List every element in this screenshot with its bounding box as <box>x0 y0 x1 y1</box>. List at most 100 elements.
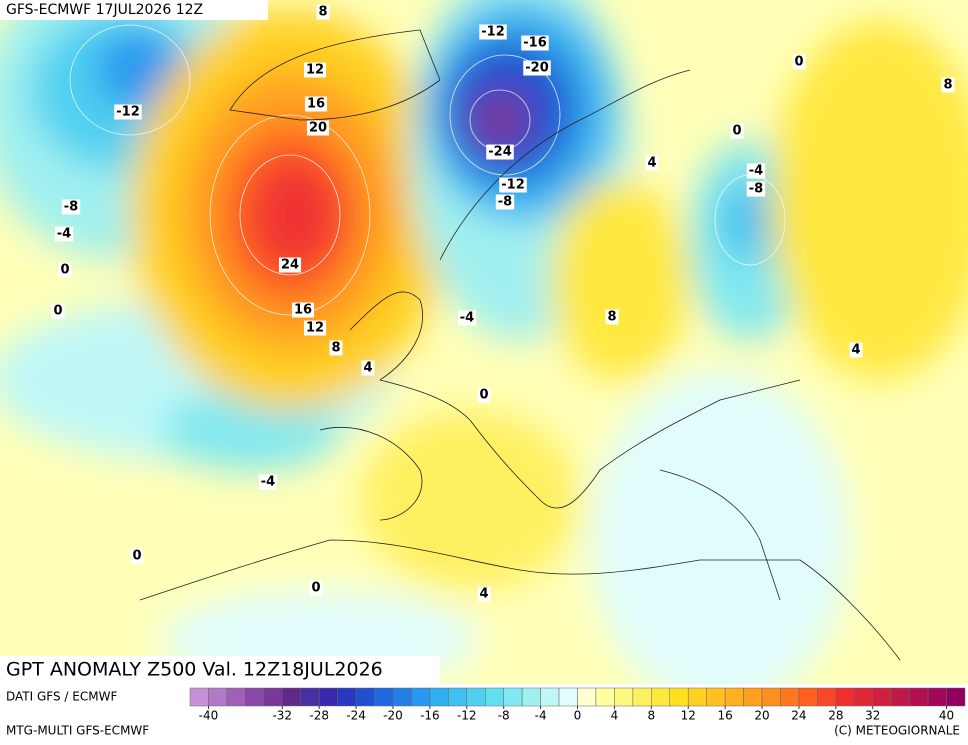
colorbar-tick-label: -16 <box>420 709 440 723</box>
colorbar-tick-label: -40 <box>199 709 219 723</box>
colorbar-swatch <box>817 687 837 707</box>
colorbar-swatch <box>355 687 375 707</box>
colorbar-swatch <box>890 687 910 707</box>
contour-label-bg <box>114 104 142 120</box>
colorbar-swatch <box>521 687 541 707</box>
contour-label: -4 <box>57 227 71 242</box>
contour-label-bg <box>258 474 278 490</box>
contour-label: 12 <box>306 63 324 78</box>
contour-label: -12 <box>501 178 525 193</box>
colorbar-swatch <box>300 687 320 707</box>
data-source: DATI GFS / ECMWF <box>6 690 117 704</box>
colorbar-swatch <box>706 687 726 707</box>
colorbar-tick-label: 28 <box>828 709 843 723</box>
contour-label-bg <box>309 580 323 596</box>
contour-label: 16 <box>307 97 325 112</box>
colorbar-swatch <box>651 687 671 707</box>
colorbar-swatch <box>835 687 855 707</box>
colorbar-tick-label: -28 <box>309 709 329 723</box>
contour-label: 12 <box>306 321 324 336</box>
colorbar-swatch <box>909 687 929 707</box>
contour-label-bg <box>486 144 514 160</box>
colorbar-tick-label: 0 <box>574 709 582 723</box>
contour-label-bg <box>61 199 81 215</box>
contour-label: -8 <box>498 195 512 210</box>
colorbar-swatch <box>798 687 818 707</box>
colorbar-swatch <box>189 687 209 707</box>
footer-title: GPT ANOMALY Z500 Val. 12Z18JUL2026 <box>6 659 383 681</box>
contour-label-bg <box>605 309 619 325</box>
contour-label: 0 <box>794 55 803 70</box>
colorbar-swatch <box>282 687 301 707</box>
colorbar-swatch <box>503 687 523 707</box>
colorbar-swatch <box>318 687 338 707</box>
contour-label-bg <box>457 310 477 326</box>
colorbar-tick-label: 32 <box>865 709 880 723</box>
colorbar-swatch <box>927 687 947 707</box>
colorbar-swatch <box>761 687 781 707</box>
contour-label: -12 <box>116 105 140 120</box>
contour-label: -20 <box>525 61 549 76</box>
contour-label: 8 <box>318 5 327 20</box>
anomaly-field <box>0 0 968 684</box>
contour-label: 4 <box>363 361 372 376</box>
colorbar-swatch <box>577 687 597 707</box>
contour-label: 16 <box>294 303 312 318</box>
footer-title-box <box>0 656 440 684</box>
colorbar-swatch <box>540 687 560 707</box>
contour-label: 8 <box>943 78 952 93</box>
contour-label-bg <box>303 320 327 336</box>
colorbar-tick-label: 8 <box>647 709 655 723</box>
contour-label-bg <box>58 262 72 278</box>
colorbar-tick-label: -32 <box>272 709 292 723</box>
colorbar-swatch <box>872 687 892 707</box>
contour-label-bg <box>730 123 744 139</box>
contour-label: -4 <box>460 311 474 326</box>
colorbar-swatch <box>780 687 800 707</box>
colorbar-tick-label: -20 <box>383 709 403 723</box>
contour-label: -8 <box>749 182 763 197</box>
contour-label-bg <box>316 4 330 20</box>
colorbar-swatch <box>263 687 283 707</box>
colorbar-swatch <box>595 687 615 707</box>
colorbar-swatch <box>392 687 412 707</box>
contour-label-bg <box>303 62 327 78</box>
colorbar-swatch <box>946 687 966 707</box>
colorbar-tick-label: 40 <box>939 709 954 723</box>
contour-label: -4 <box>261 475 275 490</box>
colorbar-tick-label: 24 <box>791 709 806 723</box>
contour-label-bg <box>792 54 806 70</box>
credit: (C) METEOGIORNALE <box>834 724 960 738</box>
colorbar-swatch <box>448 687 468 707</box>
colorbar-swatch <box>743 687 763 707</box>
contour-label-bg <box>51 303 65 319</box>
contour-label: 0 <box>60 263 69 278</box>
contour-label: -4 <box>749 164 763 179</box>
contour-label: 8 <box>331 341 340 356</box>
contour-label-bg <box>477 387 491 403</box>
contour-label-bg <box>361 360 375 376</box>
contour-label-bg <box>477 586 491 602</box>
colorbar-swatch <box>669 687 689 707</box>
contour-label: 0 <box>53 304 62 319</box>
contour-label-bg <box>130 548 144 564</box>
contour-label: -12 <box>481 25 505 40</box>
contour-label-bg <box>523 60 551 76</box>
contour-label: 0 <box>732 124 741 139</box>
header-box <box>0 0 268 20</box>
colorbar-swatch <box>208 687 228 707</box>
contour-label-bg <box>746 181 766 197</box>
contour-label: -16 <box>523 36 547 51</box>
colorbar-tick-label: 20 <box>754 709 769 723</box>
colorbar-swatch <box>411 687 431 707</box>
colorbar-swatch <box>614 687 634 707</box>
colorbar-swatch <box>724 687 744 707</box>
contour-label: 0 <box>479 388 488 403</box>
contour-label: 20 <box>309 121 327 136</box>
colorbar-swatch <box>374 687 394 707</box>
colorbar-swatch <box>632 687 652 707</box>
contour-label: 0 <box>132 549 141 564</box>
colorbar-tick-label: 12 <box>681 709 696 723</box>
contour-label-bg <box>645 155 659 171</box>
